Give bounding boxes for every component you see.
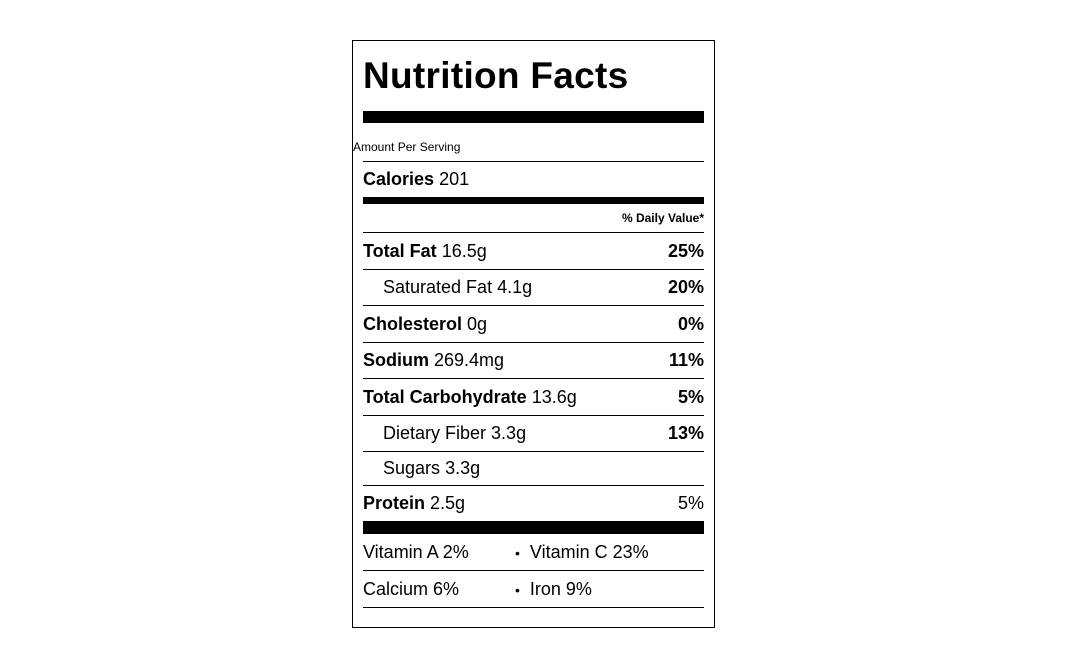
daily-value: 13% <box>667 423 704 443</box>
nutrient-name: Protein <box>363 493 426 513</box>
nutrient-amount: 2.5g <box>430 493 466 513</box>
daily-value: 11% <box>668 350 704 370</box>
calories-row: Calories 201 <box>363 169 469 190</box>
nutrient-amount: 16.5g <box>441 241 487 261</box>
nutrient-name: Sodium <box>363 350 429 370</box>
nutrient-row: Dietary Fiber 3.3g 13% <box>363 415 704 452</box>
vitamin: Iron 9% <box>515 571 592 608</box>
vitamin-row: Vitamin A 2% Vitamin C 23% <box>363 534 704 571</box>
nutrient-name: Total Carbohydrate <box>363 387 527 407</box>
title: Nutrition Facts <box>363 55 629 96</box>
daily-value-header: % Daily Value* <box>621 211 704 225</box>
calories-label: Calories <box>363 169 435 189</box>
daily-value: 5% <box>677 493 704 513</box>
rule <box>363 232 704 233</box>
nutrition-label: Nutrition Facts Amount Per Serving Calor… <box>352 40 715 628</box>
nutrient-amount: 3.3g <box>491 423 527 443</box>
daily-value: 20% <box>667 277 704 297</box>
daily-value: 25% <box>667 241 704 261</box>
thick-bar <box>363 197 704 204</box>
nutrient-row: Protein 2.5g 5% <box>363 486 704 521</box>
thick-bar <box>363 111 704 123</box>
serving-label: Amount Per Serving <box>353 140 461 154</box>
nutrient-name: Cholesterol <box>363 314 463 334</box>
daily-value: 5% <box>677 387 704 407</box>
nutrient-row: Total Fat 16.5g 25% <box>363 233 704 270</box>
nutrient-amount: 269.4mg <box>434 350 505 370</box>
nutrient-amount: 0g <box>467 314 488 334</box>
nutrient-row: Saturated Fat 4.1g 20% <box>363 269 704 306</box>
nutrient-row: Total Carbohydrate 13.6g 5% <box>363 379 704 416</box>
nutrient-row: Cholesterol 0g 0% <box>363 306 704 343</box>
nutrient-row: Sugars 3.3g <box>363 451 704 486</box>
vitamin-row: Calcium 6% Iron 9% <box>363 571 704 608</box>
nutrient-name: Saturated Fat <box>383 277 493 297</box>
thick-bar <box>363 521 704 534</box>
daily-value: 0% <box>677 314 704 334</box>
calories-value: 201 <box>439 169 470 189</box>
nutrient-amount: 3.3g <box>445 458 481 478</box>
vitamin: Vitamin A 2% <box>363 542 469 562</box>
nutrient-amount: 4.1g <box>497 277 533 297</box>
rule <box>363 161 704 162</box>
nutrient-name: Dietary Fiber <box>383 423 487 443</box>
nutrient-name: Total Fat <box>363 241 437 261</box>
vitamin: Vitamin C 23% <box>515 534 649 571</box>
nutrient-amount: 13.6g <box>531 387 577 407</box>
vitamin: Calcium 6% <box>363 579 460 599</box>
nutrient-name: Sugars <box>383 458 441 478</box>
nutrient-row: Sodium 269.4mg 11% <box>363 342 704 379</box>
